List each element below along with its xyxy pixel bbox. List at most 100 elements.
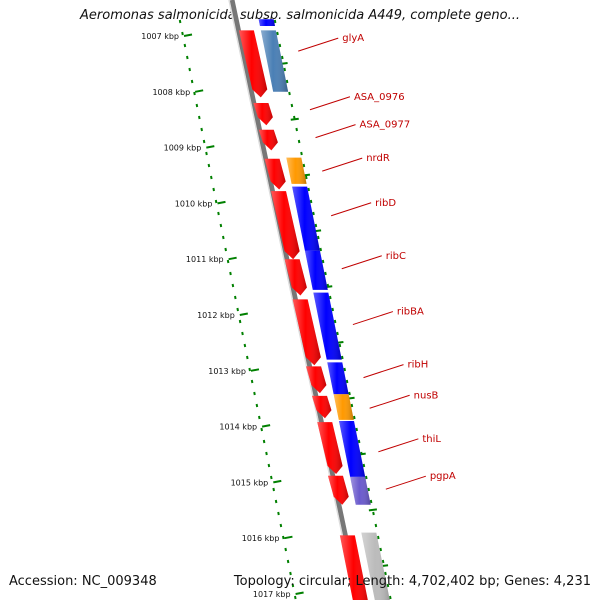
gene-leader-line [330,202,372,217]
gene-feature-shade [286,157,307,184]
tick-label: 1010 kbp [175,199,213,208]
gene-leader-line [315,124,356,139]
tick-label: 1017 kbp [253,590,291,599]
track-dot [309,199,313,204]
track-dot [288,91,291,96]
tick-label: 1009 kbp [164,144,202,153]
track-dot [343,367,346,372]
gene-feature-shade [339,421,366,477]
axis-dot [258,415,261,420]
axis-dot [212,187,215,192]
track-dot [314,223,318,228]
gene-label[interactable]: ribH [408,360,429,371]
track-tick [368,508,378,512]
axis-dot [224,247,227,252]
tick-label: 1011 kbp [186,255,224,264]
track-dot [307,187,310,192]
axis-tick [295,591,304,595]
track-dot [319,247,322,252]
track-dot [336,331,339,336]
track-tick [290,117,299,121]
axis-dot [226,259,230,264]
axis-dot [210,175,213,180]
track-dot [353,415,356,420]
track-dot [357,439,361,444]
track-dot [381,559,385,564]
axis-tick [261,424,271,428]
axis-dot [219,223,223,228]
gene-label[interactable]: ribD [375,198,396,209]
axis-tick [239,312,248,316]
track-dot [295,127,298,132]
axis-dot [181,31,184,36]
gene-leader-line [309,96,351,111]
axis-tick [206,145,215,149]
axis-dot [214,199,218,204]
tick-label: 1014 kbp [219,423,257,432]
axis-tick [284,535,293,540]
axis-dot [270,475,273,480]
gene-label[interactable]: ribBA [397,307,424,318]
gene-leader-line [322,157,363,172]
track-dot [355,427,358,432]
gene-feature-shade [317,422,343,475]
gene-label[interactable]: ribC [386,251,406,262]
gene-feature-shade [271,191,300,260]
track-dot [276,31,279,36]
track-dot [324,271,327,276]
gene-feature-shade [361,532,390,600]
gene-label[interactable]: nrdR [366,153,390,164]
gene-leader-line [378,438,419,453]
axis-dot [291,583,295,588]
axis-dot [241,331,244,336]
track-dot [300,151,303,156]
gene-label[interactable]: ASA_0976 [354,92,405,103]
track-dot [278,43,282,48]
track-dot [305,175,308,180]
backbone-highlight [228,0,357,600]
axis-dot [250,379,254,384]
gene-label[interactable]: glyA [342,33,364,44]
axis-dot [294,595,297,600]
track-dot [369,499,373,504]
gene-label[interactable]: nusB [414,390,439,401]
track-dot [379,547,382,552]
axis-dot [274,499,278,504]
track-dot [345,379,349,384]
axis-dot [277,511,280,516]
gene-label[interactable]: pgpA [430,471,456,482]
axis-dot [265,451,268,456]
tick-label: 1008 kbp [152,88,190,97]
track-dot [386,583,390,588]
gene-feature-shade [327,362,349,395]
gene-feature-shade [306,366,327,394]
gene-label[interactable]: ASA_0977 [360,120,411,131]
tick-label: 1012 kbp [197,311,235,320]
gene-leader-line [369,394,410,409]
axis-dot [282,535,285,540]
axis-dot [222,235,225,240]
track-dot [389,595,392,600]
axis-dot [248,367,251,372]
gene-feature-shade [258,19,275,26]
track-dot [312,211,315,216]
gene-feature-shade [313,292,342,360]
axis-dot [200,127,203,132]
track-dot [365,475,368,480]
axis-dot [255,403,259,408]
axis-dot [286,559,290,564]
track-dot [302,163,306,168]
gene-feature-shade [304,250,328,290]
track-dot [362,463,366,468]
gene-feature-shade [264,158,286,190]
track-dot [350,403,354,408]
gene-feature-shade [253,102,273,126]
gene-leader-line [363,364,404,379]
map-title: Aeromonas salmonicida subsp. salmonicida… [80,8,520,23]
track-dot [283,67,286,72]
gene-feature-shade [238,30,268,98]
track-dot [329,295,332,300]
axis-tick [228,256,237,261]
gene-label[interactable]: thiL [422,434,441,445]
